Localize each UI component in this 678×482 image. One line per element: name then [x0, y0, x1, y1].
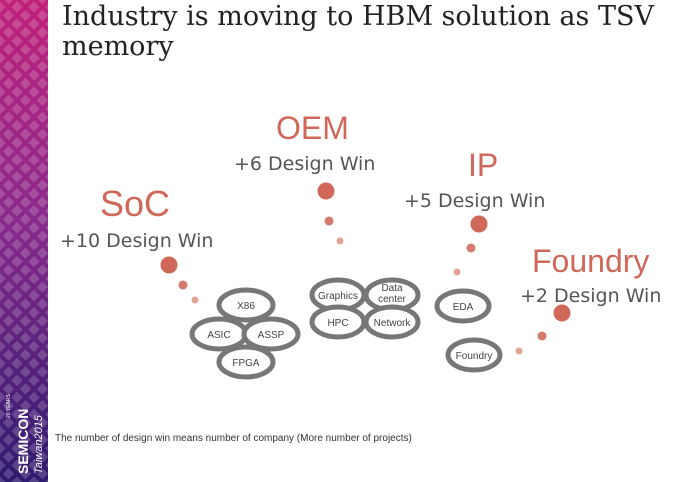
- soc-label: SoC: [100, 183, 171, 224]
- foundry-dot-medium: [537, 331, 547, 341]
- svg-text:Graphics: Graphics: [318, 291, 358, 302]
- svg-text:FPGA: FPGA: [232, 358, 260, 369]
- soc-item-assp: ASSP: [241, 316, 301, 352]
- slide-title: Industry is moving to HBM solution as TS…: [62, 1, 654, 62]
- oem-dot-medium: [324, 216, 334, 226]
- svg-text:EDA: EDA: [453, 302, 474, 313]
- ip-dot-large: [470, 215, 488, 233]
- logo-badge: 20 YEARS: [6, 394, 12, 418]
- soc-item-x86: X86: [216, 287, 276, 323]
- ip-dot-small: [453, 268, 461, 276]
- svg-text:Foundry: Foundry: [456, 351, 493, 362]
- foundry-design-win: +2 Design Win: [520, 285, 662, 307]
- soc-dot-large: [160, 256, 178, 274]
- oem-item-network: Network: [363, 304, 421, 340]
- decorative-side-strip: [0, 0, 48, 482]
- ip-label: IP: [468, 147, 499, 183]
- foundry-dot-small: [515, 347, 523, 355]
- footnote: The number of design win means number of…: [55, 433, 412, 444]
- ip-item-eda: EDA: [434, 288, 492, 324]
- svg-text:Network: Network: [374, 318, 412, 329]
- soc-item-asic: ASIC: [189, 316, 249, 352]
- ip-dot-medium: [466, 243, 476, 253]
- oem-item-hpc: HPC: [309, 304, 367, 340]
- ip-design-win: +5 Design Win: [404, 190, 546, 212]
- logo-semicon: SEMICON: [15, 409, 31, 474]
- soc-dot-medium: [178, 280, 188, 290]
- semicon-logo: 20 YEARS SEMICON Taiwan2015: [6, 394, 45, 474]
- oem-design-win: +6 Design Win: [234, 153, 376, 175]
- svg-text:HPC: HPC: [327, 318, 348, 329]
- oem-label: OEM: [276, 110, 349, 146]
- svg-text:X86: X86: [237, 301, 255, 312]
- logo-taiwan: Taiwan2015: [33, 414, 45, 474]
- soc-dot-small: [191, 296, 199, 304]
- soc-design-win: +10 Design Win: [60, 230, 214, 252]
- svg-text:ASSP: ASSP: [258, 330, 285, 341]
- foundry-dot-large: [553, 304, 571, 322]
- foundry-label: Foundry: [532, 243, 650, 279]
- oem-dot-large: [317, 182, 335, 200]
- soc-item-fpga: FPGA: [216, 344, 276, 380]
- foundry-item-foundry: Foundry: [445, 337, 503, 373]
- oem-dot-small: [336, 237, 344, 245]
- svg-text:ASIC: ASIC: [207, 330, 230, 341]
